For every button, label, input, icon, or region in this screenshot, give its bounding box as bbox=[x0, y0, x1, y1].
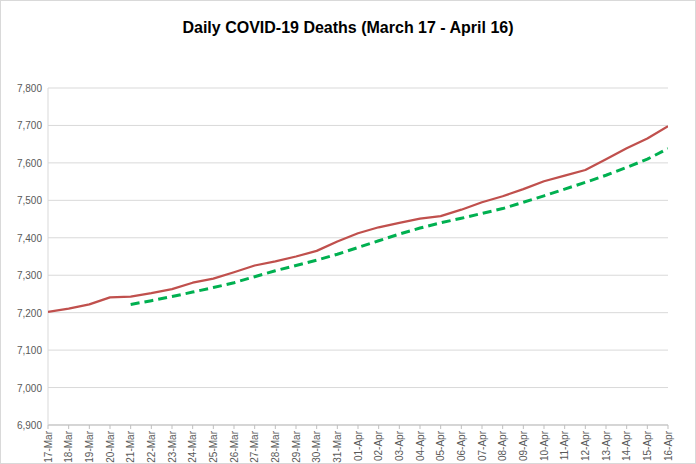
x-tick-label: 05-Apr bbox=[435, 430, 446, 461]
x-tick-label: 30-Mar bbox=[311, 430, 322, 462]
series-line bbox=[131, 149, 668, 305]
grid-line bbox=[48, 275, 668, 276]
plot-area bbox=[48, 126, 668, 312]
x-tick bbox=[399, 425, 400, 429]
x-tick-label: 25-Mar bbox=[208, 430, 219, 462]
x-tick-label: 22-Mar bbox=[146, 430, 157, 462]
x-tick-label: 29-Mar bbox=[291, 430, 302, 462]
x-tick-label: 09-Apr bbox=[518, 430, 529, 461]
x-tick bbox=[502, 425, 503, 429]
x-tick-label: 24-Mar bbox=[187, 430, 198, 462]
y-tick-label: 7,000 bbox=[17, 383, 42, 394]
x-tick-label: 15-Apr bbox=[642, 430, 653, 461]
x-tick bbox=[647, 425, 648, 429]
x-tick bbox=[213, 425, 214, 429]
x-tick-label: 08-Apr bbox=[497, 430, 508, 461]
grid-line bbox=[48, 350, 668, 351]
y-axis-line bbox=[48, 88, 49, 425]
x-tick-label: 02-Apr bbox=[373, 430, 384, 461]
x-tick bbox=[172, 425, 173, 429]
chart-frame bbox=[1, 1, 696, 464]
x-tick bbox=[192, 425, 193, 429]
y-tick-label: 7,200 bbox=[17, 308, 42, 319]
y-tick-label: 7,100 bbox=[17, 345, 42, 356]
x-tick-label: 31-Mar bbox=[332, 430, 343, 462]
x-tick bbox=[606, 425, 607, 429]
x-tick bbox=[68, 425, 69, 429]
x-tick-label: 13-Apr bbox=[601, 430, 612, 461]
x-tick bbox=[564, 425, 565, 429]
x-tick-label: 21-Mar bbox=[125, 430, 136, 462]
y-tick-label: 6,900 bbox=[17, 420, 42, 431]
x-tick bbox=[316, 425, 317, 429]
x-tick bbox=[358, 425, 359, 429]
chart-title: Daily COVID-19 Deaths (March 17 - April … bbox=[182, 19, 513, 36]
x-tick bbox=[296, 425, 297, 429]
x-tick bbox=[151, 425, 152, 429]
grid-line bbox=[48, 237, 668, 238]
x-tick-label: 23-Mar bbox=[167, 430, 178, 462]
grid-line bbox=[48, 200, 668, 201]
x-tick-label: 10-Apr bbox=[539, 430, 550, 461]
x-tick-label: 11-Apr bbox=[559, 430, 570, 460]
x-tick-label: 28-Mar bbox=[270, 430, 281, 462]
x-tick-label: 19-Mar bbox=[84, 430, 95, 462]
x-tick bbox=[668, 425, 669, 429]
x-tick-label: 20-Mar bbox=[105, 430, 116, 462]
x-tick-label: 07-Apr bbox=[477, 430, 488, 461]
y-tick-label: 7,500 bbox=[17, 195, 42, 206]
x-tick-label: 26-Mar bbox=[229, 430, 240, 462]
y-tick-label: 7,800 bbox=[17, 83, 42, 94]
x-tick bbox=[48, 425, 49, 429]
x-tick bbox=[337, 425, 338, 429]
y-tick-label: 7,300 bbox=[17, 270, 42, 281]
x-tick-label: 27-Mar bbox=[249, 430, 260, 462]
grid-line bbox=[48, 387, 668, 388]
x-tick bbox=[461, 425, 462, 429]
x-tick-label: 01-Apr bbox=[353, 430, 364, 461]
x-tick bbox=[378, 425, 379, 429]
x-tick bbox=[275, 425, 276, 429]
x-tick bbox=[130, 425, 131, 429]
x-tick bbox=[110, 425, 111, 429]
x-tick-label: 04-Apr bbox=[415, 430, 426, 461]
x-tick bbox=[626, 425, 627, 429]
x-tick-label: 17-Mar bbox=[43, 430, 54, 462]
x-tick-label: 06-Apr bbox=[456, 430, 467, 461]
y-tick-label: 7,600 bbox=[17, 158, 42, 169]
x-tick bbox=[234, 425, 235, 429]
grid-line bbox=[48, 312, 668, 313]
y-tick-label: 7,400 bbox=[17, 233, 42, 244]
x-tick bbox=[482, 425, 483, 429]
series-line bbox=[48, 126, 668, 312]
x-tick bbox=[440, 425, 441, 429]
x-tick bbox=[585, 425, 586, 429]
y-tick-label: 7,700 bbox=[17, 120, 42, 131]
x-tick-label: 03-Apr bbox=[394, 430, 405, 461]
x-tick-label: 16-Apr bbox=[663, 430, 674, 461]
grid-line bbox=[48, 88, 668, 89]
x-tick-label: 12-Apr bbox=[580, 430, 591, 461]
grid-line bbox=[48, 162, 668, 163]
x-tick bbox=[254, 425, 255, 429]
x-tick-label: 14-Apr bbox=[621, 430, 632, 461]
x-tick bbox=[544, 425, 545, 429]
x-tick bbox=[420, 425, 421, 429]
x-tick-label: 18-Mar bbox=[63, 430, 74, 462]
x-tick bbox=[523, 425, 524, 429]
grid-line bbox=[48, 125, 668, 126]
x-tick bbox=[89, 425, 90, 429]
